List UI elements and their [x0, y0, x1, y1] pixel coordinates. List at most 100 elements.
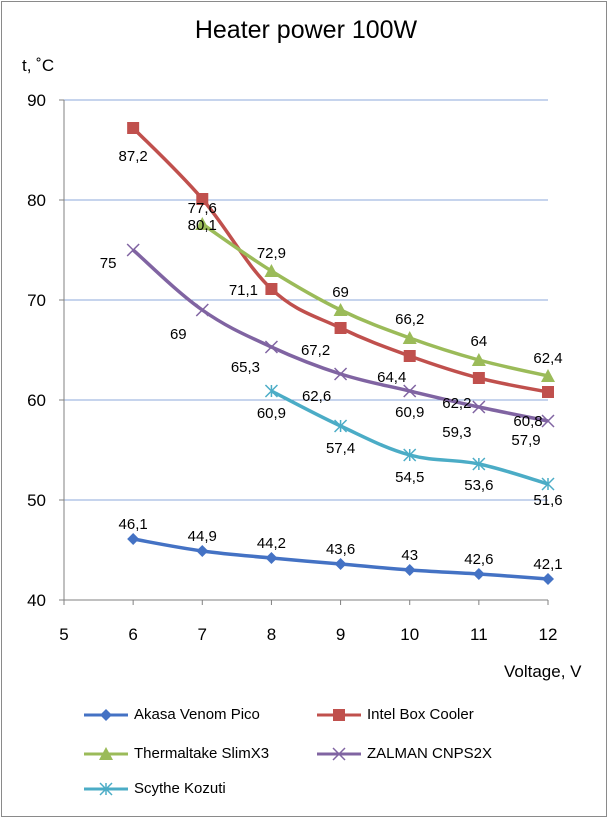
data-label: 66,2 — [395, 311, 424, 328]
data-label: 60,9 — [257, 405, 286, 422]
data-label: 67,2 — [301, 342, 330, 359]
data-label: 80,1 — [188, 217, 217, 234]
data-label: 44,9 — [188, 528, 217, 545]
data-point — [265, 283, 278, 295]
data-point — [541, 477, 555, 491]
legend-item-akasa-venom-pico: Akasa Venom Pico — [82, 706, 260, 723]
data-point — [264, 384, 278, 398]
data-point — [333, 303, 348, 316]
legend-label: Akasa Venom Pico — [134, 706, 260, 723]
series-line — [131, 126, 549, 394]
legend-swatch — [84, 746, 128, 760]
x-tick-label: 7 — [198, 625, 207, 644]
data-point — [403, 448, 417, 462]
data-label: 62,2 — [442, 395, 471, 412]
data-point — [265, 552, 278, 564]
data-point — [334, 558, 347, 570]
legend-label: Intel Box Cooler — [367, 706, 474, 723]
x-tick-label: 10 — [400, 625, 419, 644]
data-point — [332, 746, 346, 761]
x-tick-label: 6 — [128, 625, 137, 644]
legend-swatch — [317, 746, 361, 761]
y-tick-label: 40 — [27, 591, 46, 610]
data-point — [196, 193, 209, 205]
data-point — [402, 331, 417, 344]
data-label: 43,6 — [326, 541, 355, 558]
legend-label: Thermaltake SlimX3 — [134, 745, 270, 762]
data-point — [472, 568, 485, 580]
data-label: 60,8 — [513, 413, 542, 430]
data-point — [541, 414, 555, 428]
data-point — [542, 386, 554, 398]
series-intel-box-cooler — [127, 122, 554, 398]
legend-item-thermaltake-slimx3: Thermaltake SlimX3 — [82, 745, 269, 762]
legend-swatch — [317, 708, 361, 721]
series-akasa-venom-pico — [127, 533, 554, 585]
data-point — [472, 400, 486, 414]
legend-item-zalman-cnps2x: ZALMAN CNPS2X — [315, 745, 492, 762]
series-zalman-cnps2x — [126, 243, 555, 428]
y-tick-label: 90 — [27, 91, 46, 110]
data-label: 46,1 — [119, 516, 148, 533]
data-point — [127, 533, 140, 545]
data-point — [99, 746, 113, 760]
y-axis-label: t, ˚C — [22, 56, 55, 75]
data-point — [264, 264, 279, 277]
data-point — [542, 573, 554, 585]
x-tick-label: 11 — [470, 625, 488, 644]
legend-swatch — [84, 781, 128, 796]
data-point — [472, 457, 486, 471]
data-label: 60,9 — [395, 404, 424, 421]
data-label: 42,6 — [464, 551, 493, 568]
legend-label: ZALMAN CNPS2X — [367, 745, 493, 762]
y-tick-label: 80 — [27, 191, 46, 210]
data-label: 59,3 — [442, 424, 471, 441]
data-label: 71,1 — [229, 282, 258, 299]
data-point — [127, 122, 140, 134]
data-point — [334, 367, 348, 381]
data-point — [99, 781, 113, 796]
series-thermaltake-slimx3 — [195, 217, 555, 382]
data-point — [403, 564, 416, 576]
data-point — [472, 372, 485, 384]
data-label: 62,6 — [302, 388, 331, 405]
data-point — [334, 419, 348, 433]
data-label: 77,6 — [188, 200, 217, 217]
data-label: 64,4 — [377, 369, 406, 386]
data-label: 69 — [170, 326, 187, 343]
data-label: 51,6 — [533, 492, 562, 509]
data-label: 64 — [471, 333, 488, 350]
data-label: 57,4 — [326, 440, 355, 457]
data-point — [195, 217, 210, 230]
data-point — [541, 369, 555, 382]
legend-item-scythe-kozuti: Scythe Kozuti — [82, 780, 226, 797]
legend-item-intel-box-cooler: Intel Box Cooler — [315, 706, 474, 723]
legend-label: Scythe Kozuti — [134, 780, 226, 797]
x-axis-label: Voltage, V — [504, 662, 582, 681]
data-label: 54,5 — [395, 469, 424, 486]
data-label: 72,9 — [257, 245, 286, 262]
chart-title: Heater power 100W — [194, 16, 418, 44]
y-tick-label: 50 — [27, 491, 46, 510]
data-point — [403, 384, 417, 398]
data-label: 62,4 — [533, 350, 562, 367]
data-point — [196, 545, 209, 557]
data-point — [126, 243, 140, 257]
data-point — [333, 708, 345, 721]
data-point — [264, 340, 278, 354]
data-label: 42,1 — [533, 556, 562, 573]
series-line — [201, 222, 549, 378]
x-tick-label: 9 — [336, 625, 345, 644]
data-label: 65,3 — [231, 359, 260, 376]
y-tick-label: 70 — [27, 291, 46, 310]
data-label: 43 — [401, 547, 418, 564]
data-point — [195, 303, 209, 317]
legend-swatch — [84, 708, 128, 721]
data-label: 69 — [332, 284, 349, 301]
x-tick-label: 8 — [267, 625, 276, 644]
data-point — [471, 353, 486, 366]
x-tick-label: 12 — [539, 625, 558, 644]
data-point — [403, 350, 416, 362]
data-label: 57,9 — [511, 432, 540, 449]
